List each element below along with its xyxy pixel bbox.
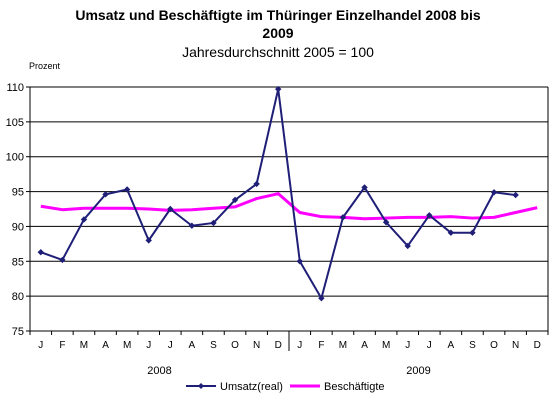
data-point <box>167 205 174 213</box>
y-tick-label-110: 110 <box>6 82 24 94</box>
data-point <box>80 216 88 223</box>
x-tick-label: A <box>189 340 196 351</box>
chart-title-line-2: 2009 <box>262 25 294 41</box>
chart-subtitle: Jahresdurchschnitt 2005 = 100 <box>182 44 374 60</box>
x-tick-label: F <box>59 340 65 351</box>
y-tick-label-90: 90 <box>12 221 24 233</box>
legend: Umsatz(real) Beschäftigte <box>186 381 385 393</box>
x-tick-label: S <box>210 340 217 351</box>
year-label-2009: 2009 <box>406 365 430 377</box>
y-tick-labels: 75 80 85 90 95 100 105 110 <box>6 82 30 338</box>
data-point <box>253 180 260 188</box>
x-tick-label: M <box>382 340 390 351</box>
y-tick-label-95: 95 <box>12 187 24 199</box>
x-tick-label: J <box>405 340 410 351</box>
x-tick-label: M <box>339 340 347 351</box>
chart-title-line-1: Umsatz und Beschäftigte im Thüringer Ein… <box>75 7 481 23</box>
data-point <box>37 249 44 256</box>
x-tick-label: J <box>146 340 151 351</box>
legend-label-umsatz: Umsatz(real) <box>220 381 283 393</box>
data-point <box>275 85 282 93</box>
data-point <box>382 219 390 226</box>
x-tick-label: D <box>534 340 541 351</box>
data-point <box>318 295 325 302</box>
x-tick-label: O <box>490 340 498 351</box>
data-point <box>404 242 411 250</box>
x-tick-label: O <box>231 340 239 351</box>
data-point <box>102 191 109 198</box>
x-tick-label: J <box>168 340 173 351</box>
data-point <box>469 229 476 236</box>
x-tick-label: D <box>275 340 282 351</box>
data-point <box>145 237 152 244</box>
data-point <box>296 258 303 265</box>
x-tick-label: J <box>38 340 43 351</box>
legend-label-beschaeftigte: Beschäftigte <box>324 381 385 393</box>
x-tick-label: N <box>512 340 519 351</box>
x-tick-label: S <box>469 340 476 351</box>
y-axis-label: Prozent <box>29 61 61 71</box>
y-tick-label-85: 85 <box>12 256 24 268</box>
x-tick-label: M <box>80 340 88 351</box>
x-tick-label: N <box>253 340 260 351</box>
data-series <box>37 85 538 302</box>
data-point <box>339 214 347 221</box>
x-tick-labels: J F M A M J J A S O N D J F M A M J J A S O N D 2008 2009 <box>29 331 549 377</box>
x-tick-label: J <box>297 340 302 351</box>
data-point <box>447 229 455 236</box>
y-tick-label-80: 80 <box>12 291 24 303</box>
data-point <box>361 184 368 191</box>
data-point <box>188 222 196 229</box>
data-point <box>231 196 239 204</box>
data-point <box>490 189 498 196</box>
x-tick-label: A <box>102 340 109 351</box>
y-tick-label-75: 75 <box>12 326 24 338</box>
data-point <box>210 219 217 227</box>
x-tick-label: A <box>448 340 455 351</box>
legend-marker-umsatz <box>198 383 204 389</box>
y-tick-label-100: 100 <box>6 152 24 164</box>
year-label-2008: 2008 <box>147 365 171 377</box>
data-point <box>512 191 519 199</box>
x-tick-label: F <box>318 340 324 351</box>
x-tick-label: A <box>361 340 368 351</box>
data-point <box>59 256 66 264</box>
y-tick-label-105: 105 <box>6 117 24 129</box>
x-tick-label: J <box>427 340 432 351</box>
series-line-beschaeftigte <box>40 192 538 221</box>
data-point <box>426 212 433 219</box>
gridlines <box>30 86 548 297</box>
data-point <box>123 186 131 193</box>
x-tick-label: M <box>123 340 131 351</box>
